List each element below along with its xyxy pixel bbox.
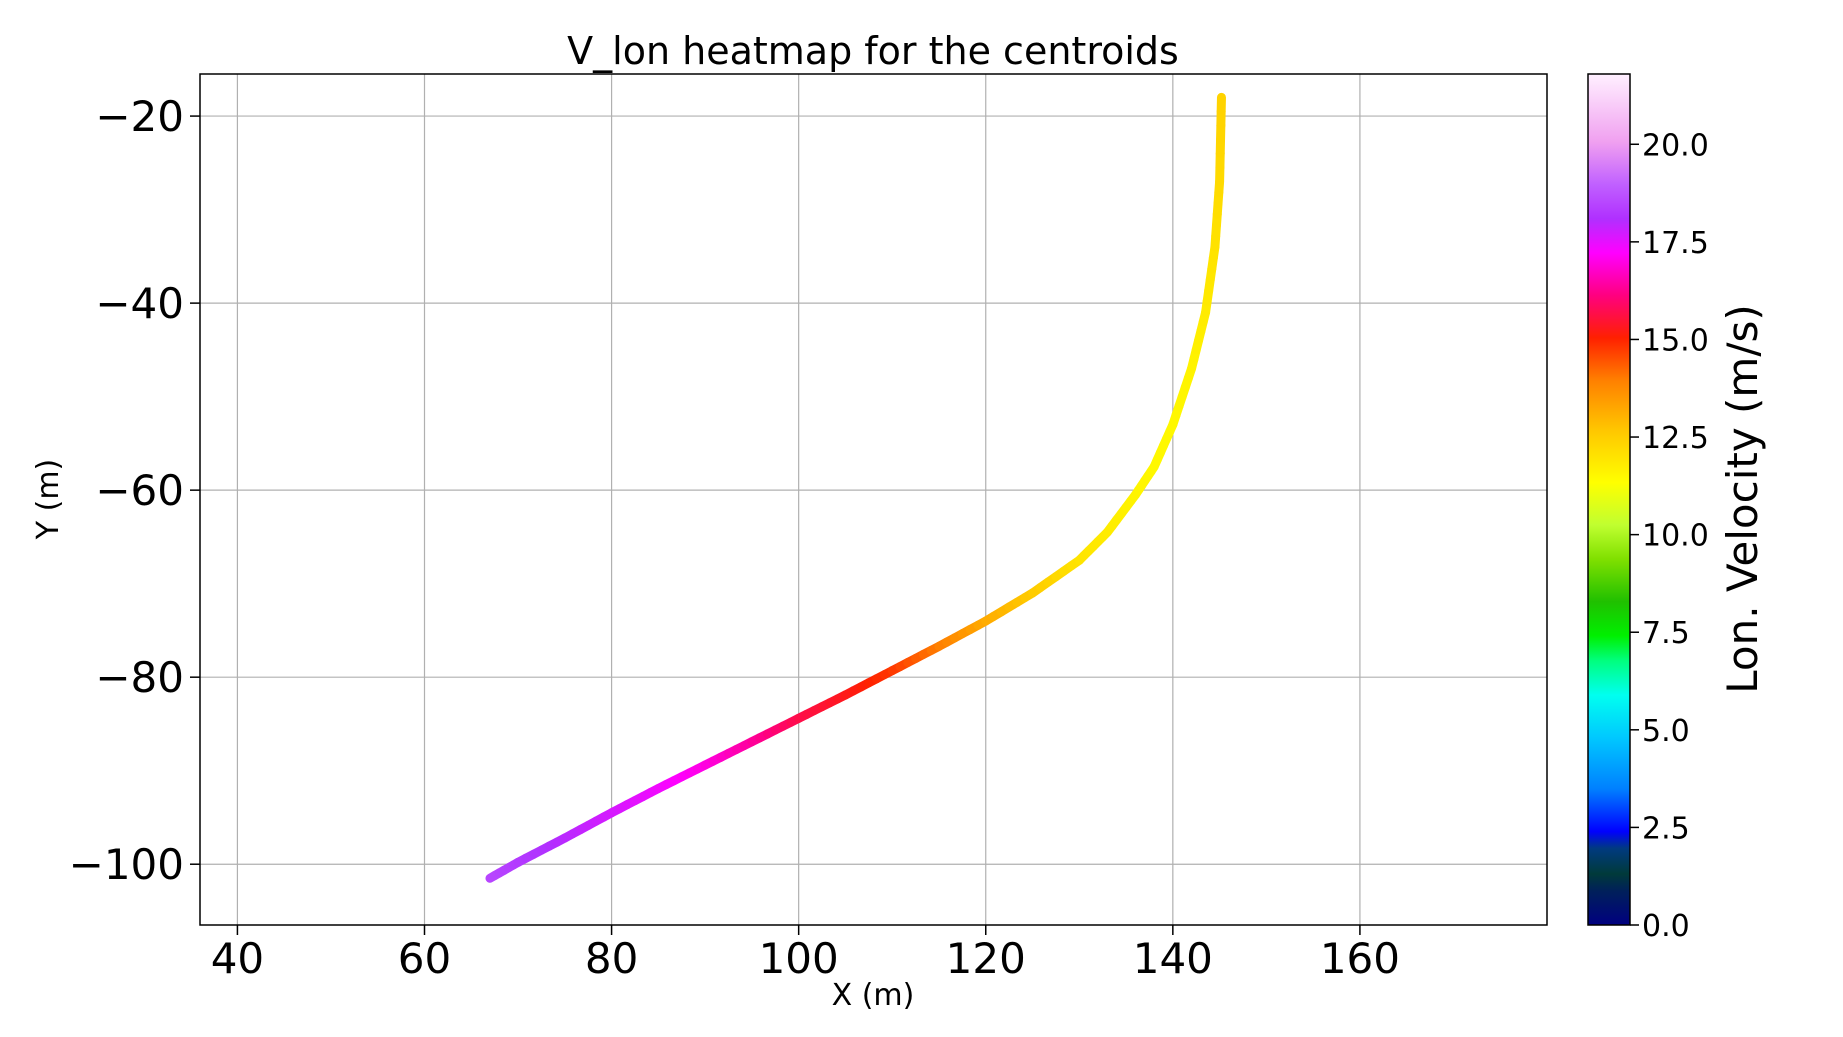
x-tick-label: 60 [398,934,451,983]
plot-frame [199,73,1548,926]
trajectory-line [485,92,1226,883]
colorbar-ticks: 0.0 2.5 5.0 7.5 10.0 12.5 15.0 17.5 20.0 [1630,128,1709,944]
colorbar-tick-label: 7.5 [1642,616,1690,651]
x-tick-label: 40 [211,934,264,983]
y-ticks: −20 −40 −60 −80 −100 [69,92,200,889]
colorbar-tick-label: 20.0 [1642,128,1709,163]
y-tick-label: −20 [95,92,184,141]
y-tick-label: −100 [69,840,184,889]
chart-title: V_lon heatmap for the centroids [567,29,1179,73]
y-tick-label: −60 [95,466,184,515]
y-axis-label: Y (m) [31,459,66,541]
x-tick-label: 80 [585,934,638,983]
colorbar-tick-label: 2.5 [1642,811,1690,846]
x-tick-label: 100 [759,934,839,983]
x-tick-label: 160 [1320,934,1400,983]
x-ticks: 40 60 80 100 120 140 160 [211,925,1400,983]
colorbar-tick-label: 5.0 [1642,714,1690,749]
y-tick-label: −40 [95,279,184,328]
y-tick-label: −80 [95,653,184,702]
colorbar-tick-label: 12.5 [1642,421,1709,456]
x-tick-label: 140 [1133,934,1213,983]
colorbar-tick-label: 15.0 [1642,323,1709,358]
colorbar-tick-label: 17.5 [1642,226,1709,261]
colorbar [1587,73,1631,926]
colorbar-tick-label: 10.0 [1642,519,1709,554]
colorbar-label: Lon. Velocity (m/s) [1718,304,1767,694]
x-axis-label: X (m) [832,978,915,1013]
x-tick-label: 120 [946,934,1026,983]
grid [200,74,1547,925]
colorbar-tick-label: 0.0 [1642,909,1690,944]
